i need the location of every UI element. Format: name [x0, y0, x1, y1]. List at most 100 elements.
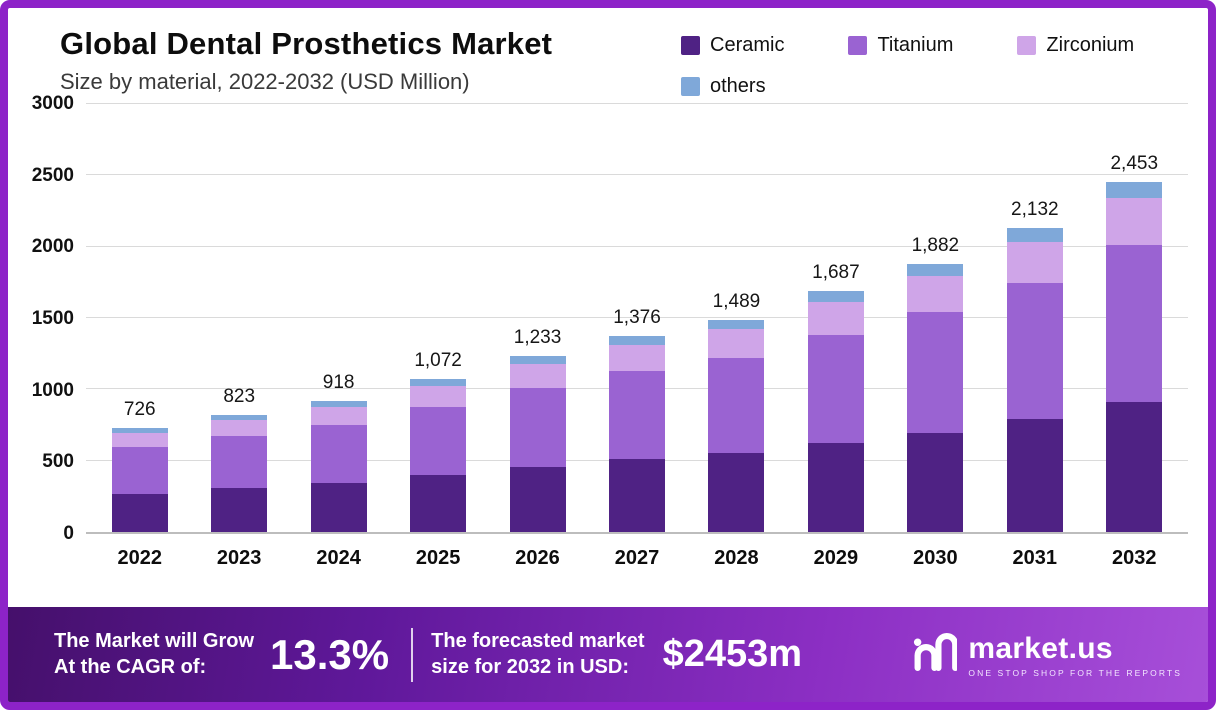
- bar-total-label: 823: [223, 385, 256, 407]
- bar-segment-zirconium: [211, 419, 268, 436]
- bar-total-label: 2,132: [1011, 198, 1059, 220]
- bar-segment-titanium: [907, 311, 964, 433]
- bar-segment-titanium: [111, 446, 168, 494]
- bar-segment-zirconium: [708, 329, 765, 358]
- cagr-label-line2: At the CAGR of:: [54, 655, 207, 678]
- bar-stack: [608, 335, 665, 532]
- bar-total-label: 1,233: [513, 327, 562, 349]
- x-axis-row: 2022 2023 2024 2025 2026 2027 2028 2029 2030 2031…: [22, 534, 1188, 570]
- x-tick-label: 2029: [813, 547, 859, 569]
- bar-column: 1,882: [886, 104, 985, 532]
- bar-segment-titanium: [1106, 244, 1163, 403]
- y-tick-label: 1000: [31, 379, 74, 401]
- bar-segment-titanium: [509, 387, 566, 467]
- gridline: [86, 174, 1188, 176]
- market-us-logo: market.us ONE STOP SHOP FOR THE REPORTS: [911, 629, 1182, 680]
- bar-segment-zirconium: [509, 364, 566, 388]
- bar-segment-titanium: [410, 406, 467, 476]
- legend: Ceramic Titanium Zirconium others: [681, 26, 1186, 98]
- y-axis: 0 500 1000 1500 2000 2500 3000: [22, 93, 86, 544]
- logo-text: market.us: [968, 631, 1113, 665]
- cagr-value: 13.3%: [270, 630, 390, 678]
- footer-banner: The Market will Grow At the CAGR of: 13.…: [8, 607, 1208, 702]
- bar-segment-ceramic: [211, 488, 268, 532]
- forecast-label-line1: The forecasted market: [431, 629, 645, 652]
- x-axis: 2022 2023 2024 2025 2026 2027 2028 2029 2030 2031…: [86, 534, 1188, 570]
- legend-label: Titanium: [877, 34, 954, 56]
- bar-stack: [1006, 227, 1063, 532]
- bar-segment-ceramic: [111, 493, 168, 532]
- legend-label: others: [710, 75, 766, 97]
- x-tick-label: 2031: [1012, 547, 1058, 569]
- y-tick-label: 3000: [31, 93, 74, 114]
- bar-segment-ceramic: [410, 475, 467, 532]
- x-tick-label: 2023: [216, 547, 262, 569]
- x-tick-label: 2030: [913, 547, 958, 569]
- bar-total-label: 1,072: [414, 350, 462, 372]
- bar-segment-titanium: [608, 371, 665, 460]
- bar-segment-zirconium: [907, 275, 964, 312]
- legend-item-ceramic: Ceramic: [681, 34, 784, 57]
- forecast-label-line2: size for 2032 in USD:: [431, 655, 629, 678]
- legend-item-titanium: Titanium: [848, 34, 953, 57]
- cagr-label-line1: The Market will Grow: [54, 629, 255, 652]
- chart-section: 0 500 1000 1500 2000 2500 3000 726 823 918 1,072 1…: [8, 93, 1208, 607]
- bar-segment-others: [1006, 227, 1063, 242]
- logo-tagline: ONE STOP SHOP FOR THE REPORTS: [968, 667, 1182, 678]
- bar-segment-zirconium: [410, 385, 467, 407]
- y-tick-label: 0: [63, 523, 74, 544]
- bar-segment-zirconium: [111, 433, 168, 447]
- bar-segment-zirconium: [608, 344, 665, 372]
- bar-segment-ceramic: [907, 432, 964, 532]
- bar-column: 823: [189, 104, 288, 532]
- bar-segment-titanium: [211, 435, 268, 489]
- legend-swatch: [1017, 36, 1037, 55]
- legend-swatch: [848, 36, 868, 55]
- bar-segment-titanium: [1006, 282, 1063, 420]
- logo-text-block: market.us ONE STOP SHOP FOR THE REPORTS: [968, 632, 1182, 678]
- bar-segment-others: [111, 428, 168, 433]
- forecast-label: The forecasted market size for 2032 in U…: [431, 629, 644, 680]
- cagr-label: The Market will Grow At the CAGR of:: [54, 629, 254, 680]
- bar-column: 2,453: [1085, 104, 1184, 532]
- footer-divider: [411, 627, 414, 682]
- page-subtitle: Size by material, 2022-2032 (USD Million…: [60, 69, 470, 94]
- bar-column: 2,132: [985, 104, 1084, 532]
- bar-segment-ceramic: [608, 459, 665, 532]
- header: Global Dental Prosthetics Market Size by…: [8, 8, 1208, 98]
- x-axis-spacer: [22, 534, 86, 570]
- bar-total-label: 1,376: [613, 306, 661, 328]
- gridline: [86, 317, 1188, 318]
- legend-item-zirconium: Zirconium: [1017, 34, 1134, 57]
- bar-segment-ceramic: [807, 442, 864, 532]
- bar-segment-others: [310, 401, 367, 407]
- bar-total-label: 918: [322, 372, 355, 394]
- bar-segment-titanium: [708, 357, 765, 454]
- bar-segment-others: [211, 414, 268, 420]
- legend-swatch: [681, 77, 700, 96]
- bar-column: 726: [90, 104, 189, 532]
- y-tick-label: 2500: [31, 164, 74, 186]
- bar-column: 1,072: [388, 104, 487, 532]
- bar-segment-others: [410, 379, 467, 386]
- bar-stack: [509, 356, 566, 532]
- bar-segment-others: [608, 335, 665, 345]
- bar-stack: [310, 401, 367, 532]
- bar-total-label: 1,882: [911, 234, 960, 256]
- bar-column: 1,687: [786, 104, 885, 532]
- bar-stack: [410, 379, 467, 532]
- legend-label: Zirconium: [1046, 34, 1135, 56]
- bar-total-label: 1,687: [812, 262, 860, 284]
- bar-column: 1,489: [687, 104, 786, 532]
- bar-segment-ceramic: [1106, 402, 1163, 532]
- bar-segment-titanium: [310, 424, 367, 484]
- plot-area: 726 823 918 1,072 1,233 1,376 1,489 1,687 1,882 2…: [86, 103, 1188, 534]
- y-tick-label: 2000: [31, 236, 74, 258]
- page-title: Global Dental Prosthetics Market: [60, 26, 553, 61]
- bar-column: 1,233: [488, 104, 587, 532]
- bar-segment-zirconium: [807, 302, 864, 335]
- bars: 726 823 918 1,072 1,233 1,376 1,489 1,687 1,882 2…: [86, 104, 1188, 532]
- x-tick-label: 2032: [1112, 547, 1157, 569]
- bar-segment-others: [807, 291, 864, 303]
